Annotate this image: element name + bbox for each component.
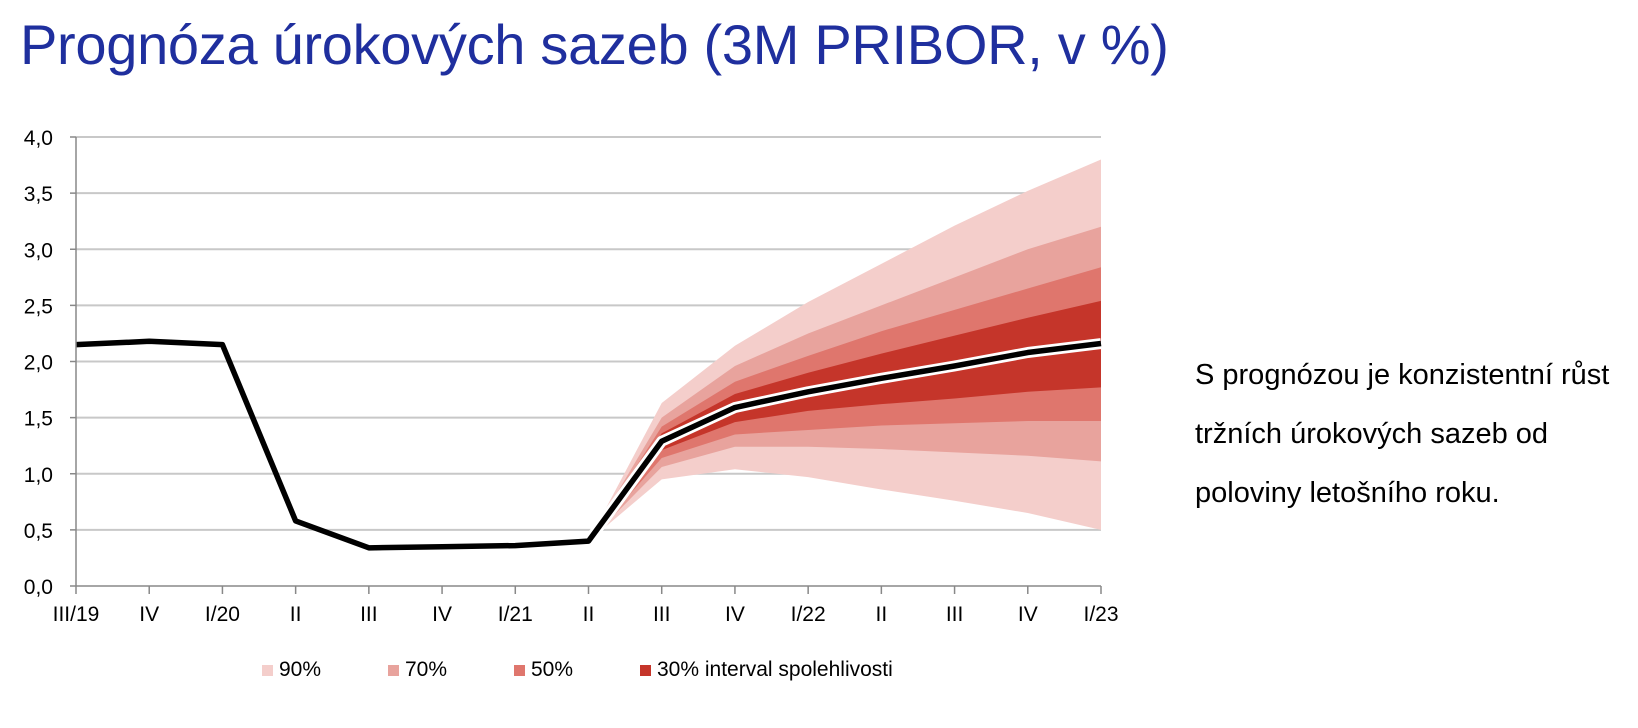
y-tick-label: 0,0 <box>24 576 53 599</box>
x-tick-label: II <box>583 603 595 626</box>
legend-item: 50% <box>514 658 573 682</box>
x-tick-label: II <box>290 603 302 626</box>
y-tick-label: 4,0 <box>24 127 53 150</box>
x-tick-label: IV <box>725 603 745 626</box>
legend-label: 90% <box>279 658 322 681</box>
axes: 0,0 0,5 1,0 1,5 2,0 2,5 3,0 3,5 4,0 III/19 IV I/20 I… <box>24 127 1119 626</box>
legend-swatch <box>640 664 651 676</box>
x-tick-label: I/22 <box>791 603 826 626</box>
x-tick-label: III <box>653 603 671 626</box>
series-line <box>75 338 1102 551</box>
legend-swatch <box>514 664 525 676</box>
legend-item: 90% <box>262 658 321 682</box>
x-tick-label: II <box>876 603 888 626</box>
y-tick-label: 2,5 <box>24 295 53 318</box>
legend-label: 50% <box>531 658 574 681</box>
x-tick-label: IV <box>1018 603 1038 626</box>
x-tick-label: IV <box>432 603 452 626</box>
y-tick-label: 2,0 <box>24 352 53 375</box>
legend-label: 70% <box>405 658 448 681</box>
x-tick-label: I/23 <box>1083 603 1118 626</box>
forecast-line <box>75 338 1102 551</box>
y-tick-label: 1,0 <box>24 464 53 487</box>
commentary-text: S prognózou je konzistentní růst tržních… <box>1195 359 1610 509</box>
legend-swatch <box>262 664 273 676</box>
legend-item: 30% interval spolehlivosti <box>640 658 893 682</box>
y-tick-label: 3,5 <box>24 183 53 206</box>
x-tick-label: III <box>946 603 964 626</box>
grid-lines <box>76 136 1101 531</box>
legend-item: 70% <box>388 658 447 682</box>
x-tick-label: III <box>360 603 378 626</box>
legend-label: 30% interval spolehlivosti <box>657 658 893 681</box>
y-tick-label: 0,5 <box>24 520 53 543</box>
x-tick-label: I/21 <box>498 603 533 626</box>
y-tick-label: 3,0 <box>24 239 53 262</box>
y-tick-label: 1,5 <box>24 408 53 431</box>
x-tick-label: IV <box>139 603 159 626</box>
page-title: Prognóza úrokových sazeb (3M PRIBOR, v %… <box>20 13 1169 76</box>
legend-swatch <box>388 664 399 676</box>
x-tick-label: III/19 <box>53 603 100 626</box>
x-tick-label: I/20 <box>205 603 240 626</box>
